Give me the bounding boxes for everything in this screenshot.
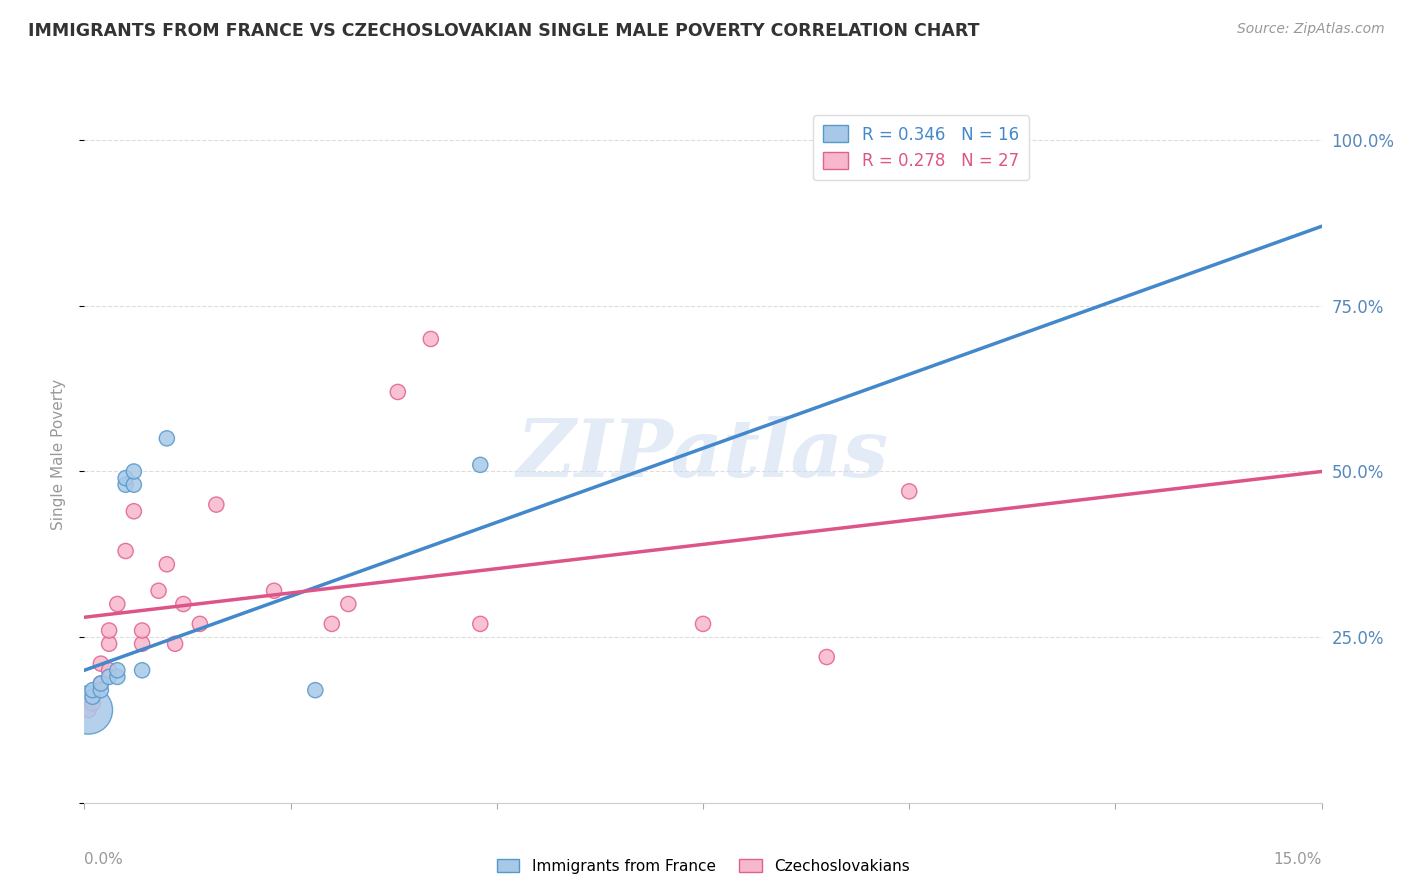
Point [156, 558, 179, 572]
Text: IMMIGRANTS FROM FRANCE VS CZECHOSLOVAKIAN SINGLE MALE POVERTY CORRELATION CHART: IMMIGRANTS FROM FRANCE VS CZECHOSLOVAKIA… [28, 22, 980, 40]
Point [172, 597, 194, 611]
Point [205, 498, 228, 512]
Point [148, 583, 170, 598]
Point [122, 504, 145, 518]
Point [98, 663, 121, 677]
Y-axis label: Single Male Poverty: Single Male Poverty [51, 379, 66, 531]
Point [131, 624, 153, 638]
Point [470, 458, 492, 472]
Point [90, 657, 112, 671]
Point [387, 384, 409, 399]
Point [98, 624, 121, 638]
Text: ZIPatlas: ZIPatlas [517, 417, 889, 493]
Point [82, 683, 104, 698]
Point [114, 544, 136, 558]
Point [122, 477, 145, 491]
Point [692, 616, 714, 631]
Point [321, 616, 343, 631]
Text: 0.0%: 0.0% [84, 852, 124, 866]
Point [898, 484, 921, 499]
Point [188, 616, 211, 631]
Point [77, 703, 100, 717]
Point [82, 697, 104, 711]
Point [90, 676, 112, 690]
Point [815, 650, 838, 665]
Point [470, 616, 492, 631]
Point [98, 670, 121, 684]
Point [122, 465, 145, 479]
Point [156, 431, 179, 445]
Point [114, 477, 136, 491]
Legend: Immigrants from France, Czechoslovakians: Immigrants from France, Czechoslovakians [491, 853, 915, 880]
Point [337, 597, 360, 611]
Point [90, 683, 112, 698]
Point [419, 332, 441, 346]
Point [77, 703, 100, 717]
Point [105, 670, 128, 684]
Point [105, 597, 128, 611]
Legend: R = 0.346   N = 16, R = 0.278   N = 27: R = 0.346 N = 16, R = 0.278 N = 27 [813, 115, 1029, 180]
Point [82, 690, 104, 704]
Point [165, 637, 187, 651]
Point [114, 471, 136, 485]
Point [304, 683, 326, 698]
Point [131, 663, 153, 677]
Point [105, 663, 128, 677]
Point [131, 637, 153, 651]
Point [263, 583, 285, 598]
Point [98, 637, 121, 651]
Text: 15.0%: 15.0% [1274, 852, 1322, 866]
Point [90, 676, 112, 690]
Text: Source: ZipAtlas.com: Source: ZipAtlas.com [1237, 22, 1385, 37]
